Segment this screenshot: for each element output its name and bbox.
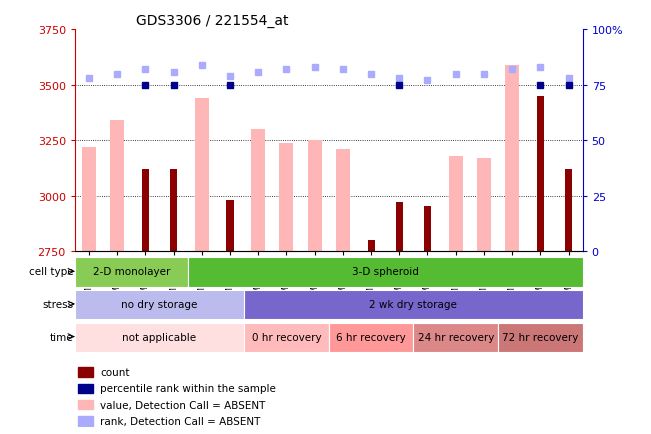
Text: percentile rank within the sample: percentile rank within the sample [100, 384, 276, 393]
Bar [336, 150, 350, 252]
Bar [170, 170, 177, 252]
Bar [79, 368, 93, 377]
Bar [82, 148, 96, 252]
Text: 3-D spheroid: 3-D spheroid [352, 267, 419, 276]
Bar [195, 99, 209, 252]
Bar [244, 290, 583, 319]
Text: rank, Detection Call = ABSENT: rank, Detection Call = ABSENT [100, 416, 260, 426]
Bar [279, 143, 294, 252]
Bar [75, 258, 187, 287]
Bar [477, 159, 491, 252]
Text: not applicable: not applicable [122, 332, 197, 342]
Bar [505, 66, 519, 252]
Bar [307, 141, 322, 252]
Bar [244, 323, 329, 352]
Text: GDS3306 / 221554_at: GDS3306 / 221554_at [136, 14, 288, 28]
Text: 0 hr recovery: 0 hr recovery [252, 332, 321, 342]
Bar [142, 170, 149, 252]
Text: count: count [100, 367, 130, 377]
Bar [75, 323, 244, 352]
Text: 6 hr recovery: 6 hr recovery [336, 332, 406, 342]
Text: time: time [50, 332, 74, 342]
Bar [79, 384, 93, 393]
Text: 2 wk dry storage: 2 wk dry storage [370, 299, 457, 309]
Bar [424, 206, 431, 252]
Bar [449, 157, 463, 252]
Text: 24 hr recovery: 24 hr recovery [417, 332, 494, 342]
Bar [110, 121, 124, 252]
Bar [565, 170, 572, 252]
Text: no dry storage: no dry storage [121, 299, 198, 309]
Bar [329, 323, 413, 352]
Text: value, Detection Call = ABSENT: value, Detection Call = ABSENT [100, 400, 266, 410]
Bar [187, 258, 583, 287]
Bar [368, 241, 374, 252]
Bar [79, 400, 93, 409]
Bar [79, 417, 93, 425]
Bar [537, 97, 544, 252]
Bar [251, 130, 266, 252]
Text: stress: stress [42, 299, 74, 309]
Bar [498, 323, 583, 352]
Bar [413, 323, 498, 352]
Bar [396, 203, 403, 252]
Bar [75, 290, 244, 319]
Bar [227, 201, 234, 252]
Text: 2-D monolayer: 2-D monolayer [92, 267, 170, 276]
Text: cell type: cell type [29, 267, 74, 276]
Text: 72 hr recovery: 72 hr recovery [502, 332, 579, 342]
